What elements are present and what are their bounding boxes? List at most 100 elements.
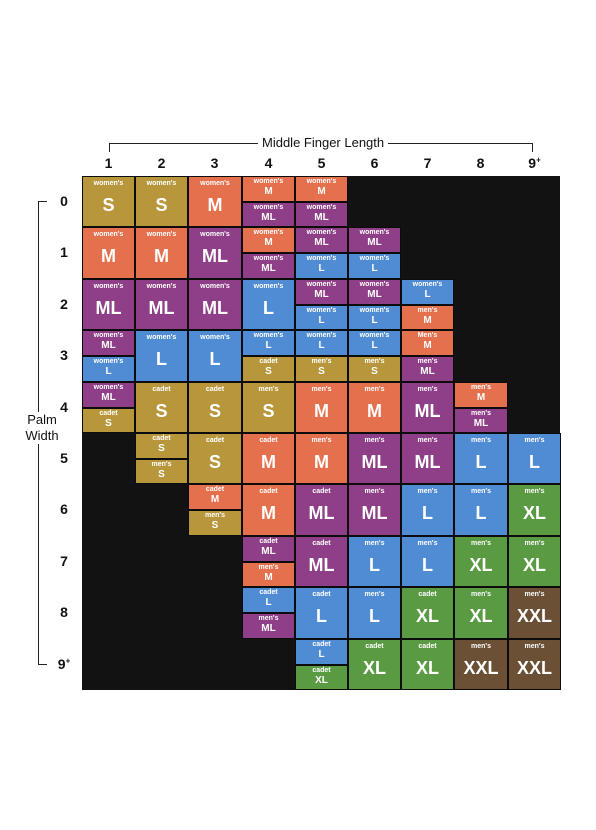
cell-category: cadet	[205, 437, 225, 444]
cell-size: L	[371, 263, 378, 274]
size-cell: men's S	[242, 382, 295, 433]
cell-category: women's	[146, 334, 177, 341]
cell-category: women's	[306, 204, 337, 211]
cell-size: ML	[367, 289, 382, 300]
cell-category: men's	[524, 437, 545, 444]
cell-category: women's	[200, 334, 230, 341]
size-cell: women's L	[401, 279, 454, 305]
size-cell: men's ML	[348, 433, 401, 484]
size-cell: women's L	[242, 330, 295, 356]
side-label-line-1: Palm	[27, 412, 57, 427]
size-cell: men's XL	[508, 484, 561, 536]
size-cell: men's ML	[348, 484, 401, 536]
cell-size: ML	[314, 289, 329, 300]
size-cell: women's ML	[348, 227, 401, 253]
size-cell: cadet XL	[348, 639, 401, 690]
cell-category: cadet	[312, 540, 331, 547]
cell-size: ML	[261, 546, 276, 557]
cell-category: men's	[417, 540, 438, 547]
cell-size: XL	[315, 675, 328, 686]
size-cell: cadet S	[135, 382, 188, 433]
size-cell: men's M	[454, 382, 508, 408]
size-cell: men's M	[295, 433, 348, 484]
cell-size: ML	[95, 298, 122, 318]
cell-size: L	[371, 340, 378, 351]
size-cell: men's L	[454, 484, 508, 536]
cell-category: women's	[253, 204, 284, 211]
row-label: 4	[52, 399, 76, 415]
size-cell: cadet ML	[295, 536, 348, 587]
column-label: 1	[104, 155, 113, 171]
cell-category: women's	[359, 281, 390, 288]
cell-size: S	[155, 195, 168, 215]
cell-category: cadet	[259, 488, 278, 495]
size-cell: women's L	[242, 279, 295, 330]
size-cell: Men's M	[401, 330, 454, 356]
cell-size: M	[264, 237, 273, 248]
cell-category: men's	[364, 591, 385, 598]
cell-category: women's	[306, 229, 337, 236]
size-cell: men's S	[135, 459, 188, 484]
size-cell: cadet M	[242, 484, 295, 536]
cell-category: men's	[524, 591, 545, 598]
size-cell: cadet ML	[295, 484, 348, 536]
size-cell: women's L	[82, 356, 135, 382]
size-cell: women's L	[135, 330, 188, 382]
row-label: 0	[52, 193, 76, 209]
cell-category: cadet	[259, 358, 278, 365]
cell-category: cadet	[312, 488, 331, 495]
size-cell: women's L	[188, 330, 242, 382]
size-cell: cadet S	[82, 408, 135, 433]
cell-category: men's	[364, 540, 385, 547]
row-label: 6	[52, 501, 76, 517]
size-cell: women's L	[348, 253, 401, 279]
cell-size: M	[423, 315, 432, 326]
cell-category: women's	[93, 358, 124, 365]
row-label: 2	[52, 296, 76, 312]
cell-category: cadet	[259, 589, 278, 596]
size-cell: men's ML	[401, 356, 454, 382]
size-cell: men's ML	[401, 382, 454, 433]
row-label: 5	[52, 450, 76, 466]
cell-category: men's	[471, 643, 491, 650]
cell-size: M	[210, 494, 220, 505]
column-label: 8	[476, 155, 485, 171]
column-label: 9+	[528, 155, 541, 171]
cell-size: XL	[469, 555, 493, 575]
size-cell: women's M	[82, 227, 135, 279]
size-cell: cadet S	[188, 382, 242, 433]
cell-size: ML	[314, 212, 329, 223]
size-cell: men's S	[295, 356, 348, 382]
cell-category: women's	[412, 281, 443, 288]
column-label: 3	[210, 155, 219, 171]
cell-size: L	[316, 606, 327, 626]
cell-size: S	[265, 366, 272, 377]
row-label: 3	[52, 347, 76, 363]
size-cell: cadet XL	[295, 665, 348, 690]
cell-size: XXL	[463, 658, 499, 678]
size-cell: women's ML	[135, 279, 188, 330]
cell-size: S	[371, 366, 378, 377]
size-cell: men's XL	[454, 536, 508, 587]
cell-category: women's	[93, 332, 124, 339]
cell-category: women's	[359, 229, 390, 236]
size-cell: men's XXL	[454, 639, 508, 690]
cell-category: Men's	[417, 332, 438, 339]
size-cell: men's M	[401, 305, 454, 330]
size-cell: women's ML	[295, 202, 348, 227]
cell-category: cadet	[312, 591, 331, 598]
cell-size: L	[263, 298, 274, 318]
size-cell: men's L	[508, 433, 561, 484]
size-cell: cadet S	[242, 356, 295, 382]
cell-size: ML	[420, 366, 435, 377]
size-cell: men's L	[401, 536, 454, 587]
size-cell: women's ML	[348, 279, 401, 305]
cell-size: L	[371, 315, 378, 326]
size-cell: women's S	[135, 176, 188, 227]
size-cell: cadet M	[188, 484, 242, 510]
size-cell: women's ML	[295, 227, 348, 253]
cell-size: ML	[101, 340, 116, 351]
cell-size: L	[318, 649, 325, 660]
cell-category: women's	[200, 180, 230, 187]
